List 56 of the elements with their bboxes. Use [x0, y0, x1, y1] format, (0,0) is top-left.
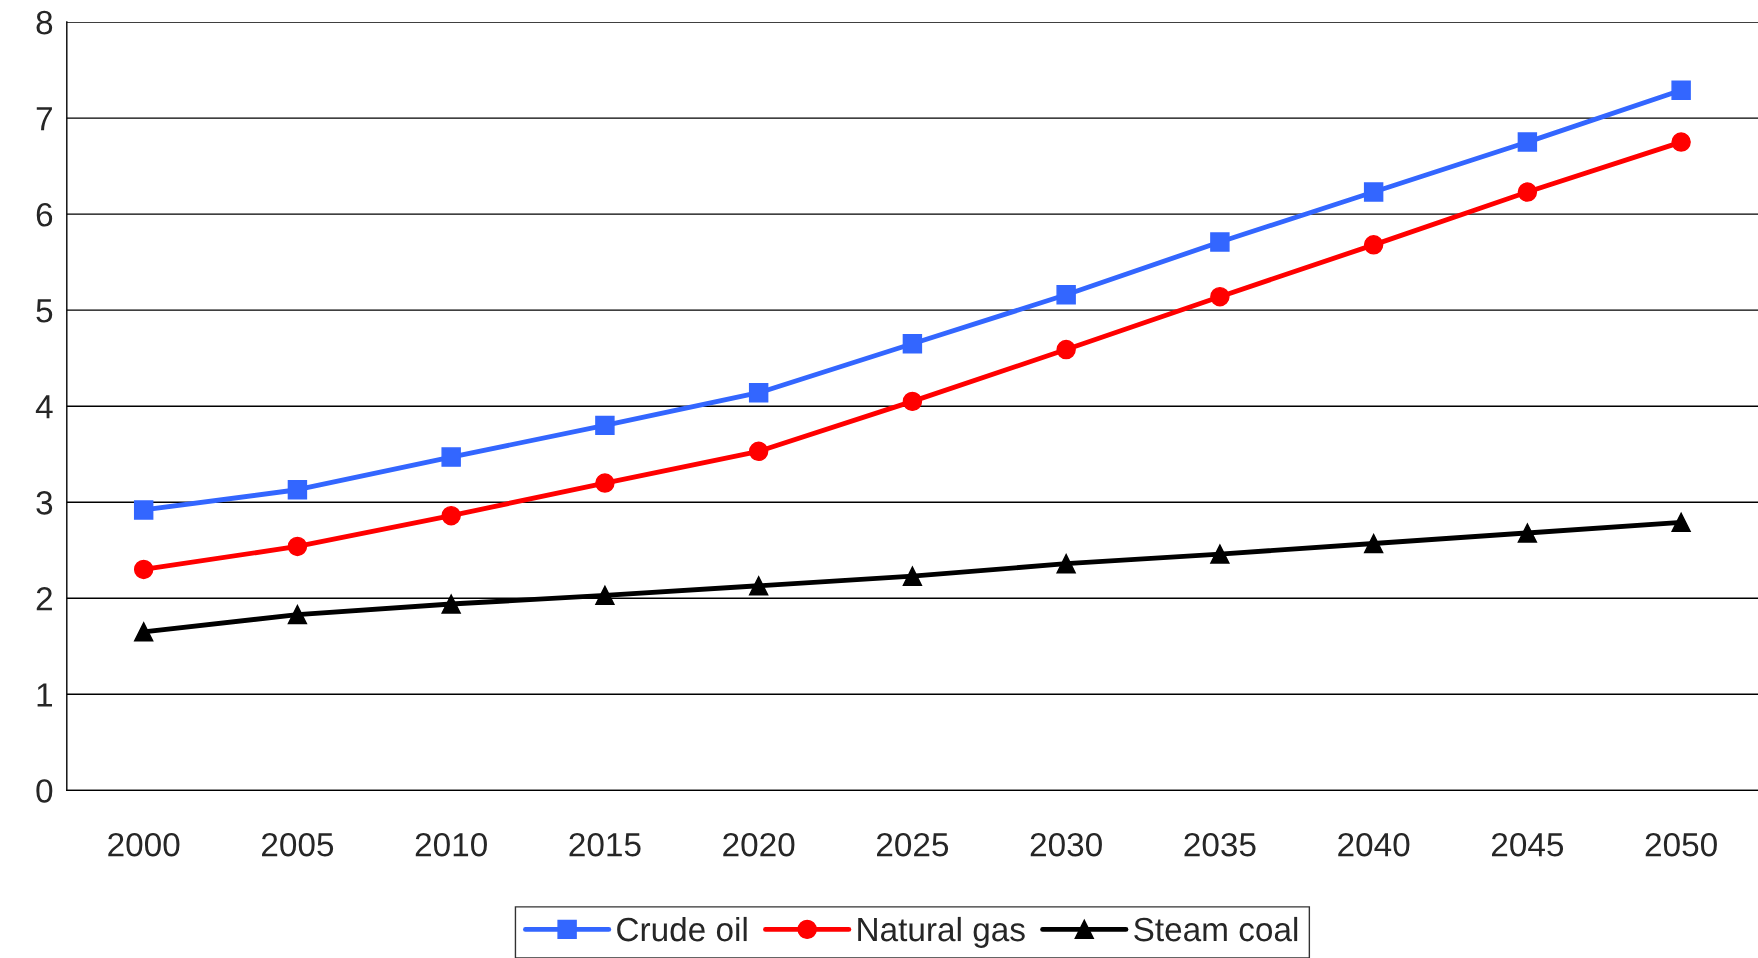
point	[441, 447, 461, 467]
y-tick-label: 6	[36, 202, 53, 227]
point	[1363, 182, 1384, 202]
point	[748, 576, 769, 596]
point	[1517, 523, 1538, 543]
point	[1363, 235, 1384, 255]
legend-label: Steam coal	[1134, 916, 1298, 942]
x-tick-label: 2010	[415, 832, 487, 857]
point	[1363, 533, 1384, 554]
y-tick-label: 5	[36, 299, 53, 323]
x-tick-label: 2045	[1491, 832, 1564, 857]
legend-label: Crude oil	[617, 916, 747, 942]
point	[133, 559, 154, 580]
point	[902, 334, 923, 354]
y-tick-label: 2	[36, 587, 52, 611]
x-tick-label: 2000	[108, 832, 180, 857]
x-tick-label: 2040	[1338, 832, 1410, 857]
point	[1056, 553, 1076, 574]
point	[1210, 286, 1230, 307]
point	[1671, 80, 1691, 100]
y-tick-label: 7	[36, 107, 52, 131]
point	[133, 622, 154, 642]
point	[1210, 232, 1230, 252]
point	[595, 473, 615, 493]
y-tick-label: 8	[36, 10, 53, 35]
point	[748, 383, 769, 403]
point	[1671, 512, 1691, 533]
point	[595, 585, 615, 606]
point	[1056, 339, 1076, 360]
y-tick-label: 0	[36, 779, 53, 803]
x-tick-label: 2035	[1184, 832, 1256, 857]
point	[1517, 182, 1538, 202]
x-tick-label: 2030	[1030, 832, 1102, 857]
x-tick-label: 2015	[569, 832, 641, 857]
point	[595, 415, 615, 436]
point	[287, 480, 308, 500]
y-tick-label: 3	[36, 491, 53, 515]
x-tick-label: 2020	[723, 832, 795, 857]
x-tick-label: 2025	[877, 832, 949, 857]
point	[748, 441, 769, 462]
point	[902, 391, 923, 412]
point	[133, 500, 154, 520]
x-tick-label: 2005	[262, 832, 334, 857]
point	[287, 604, 308, 625]
legend-label: Natural gas	[858, 916, 1025, 948]
y-tick-label: 1	[37, 683, 52, 707]
point	[1056, 285, 1076, 305]
point	[1671, 132, 1691, 152]
point	[441, 594, 461, 614]
y-tick-label: 4	[35, 395, 53, 419]
point	[441, 505, 461, 526]
point	[902, 566, 923, 586]
x-tick-label: 2050	[1645, 832, 1717, 857]
point	[287, 536, 308, 557]
point	[1517, 132, 1538, 152]
point	[1210, 544, 1230, 564]
